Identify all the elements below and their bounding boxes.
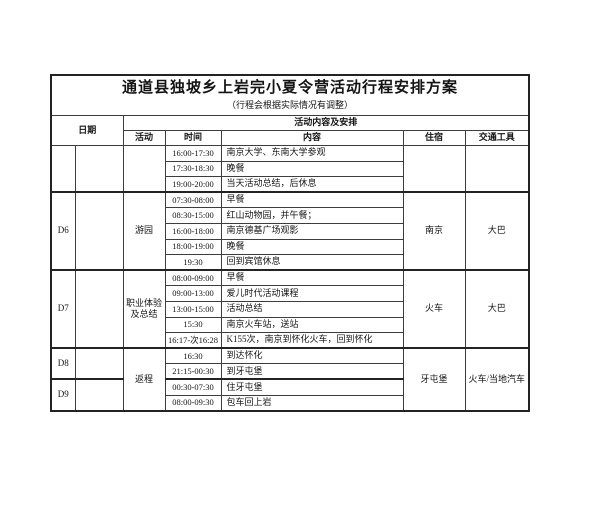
date-cell	[74, 378, 124, 412]
time-cell: 08:00-09:30	[164, 394, 222, 412]
day-cell: D6	[50, 191, 76, 271]
day-cell	[50, 145, 76, 193]
time-cell: 19:00-20:00	[164, 176, 222, 193]
time-cell: 08:00-09:00	[164, 269, 222, 287]
content-cell: 到达怀化	[220, 347, 404, 365]
transport-cell	[464, 145, 530, 193]
content-cell: K155次，南京到怀化火车，回到怀化	[220, 332, 404, 349]
content-cell: 回到宾馆休息	[220, 254, 404, 271]
time-cell: 16:17-次16:28	[164, 332, 222, 349]
header-row-1: 日期 活动内容及安排	[50, 115, 530, 146]
header-group: 活动内容及安排	[122, 115, 530, 131]
header-content: 内容	[220, 130, 404, 146]
content-cell: 南京大学、东南大学参观	[220, 145, 404, 162]
content-cell: 住牙屯堡	[220, 378, 404, 396]
content-cell: 活动总结	[220, 300, 404, 318]
content-cell: 包车回上岩	[220, 394, 404, 412]
schedule-row: 21:15-00:30 到牙屯堡	[51, 363, 529, 380]
itinerary-table: 通道县独坡乡上岩完小夏令营活动行程安排方案 （行程会根据实际情况有调整） 日期 …	[50, 74, 531, 412]
page-title: 通道县独坡乡上岩完小夏令营活动行程安排方案	[122, 80, 459, 97]
content-cell: 晚餐	[220, 160, 404, 178]
time-cell: 08:30-15:00	[164, 207, 222, 224]
time-cell: 09:00-13:00	[164, 285, 222, 302]
header-transport: 交通工具	[464, 130, 530, 146]
schedule-row: 16:00-17:30 南京大学、东南大学参观	[50, 145, 530, 193]
time-cell: 07:30-08:00	[164, 191, 222, 209]
schedule-row: 16:00-18:00 南京德基广场观影	[51, 222, 529, 240]
content-cell: 南京德基广场观影	[220, 222, 404, 240]
schedule-row: 19:00-20:00 当天活动总结，后休息	[51, 176, 529, 193]
lodging-cell	[402, 145, 466, 193]
activity-cell: 游园	[122, 191, 166, 271]
lodging-cell: 南京	[402, 191, 466, 271]
date-cell	[74, 269, 124, 349]
time-cell: 16:00-17:30	[164, 145, 222, 162]
content-cell: 早餐	[220, 269, 404, 287]
day-cell: D9	[50, 378, 76, 412]
content-cell: 到牙屯堡	[220, 363, 404, 380]
schedule-row: D8 返程 16:30 到达怀化 牙屯堡 火车/当地汽车	[50, 347, 530, 412]
activity-cell: 返程	[122, 347, 166, 412]
content-cell: 红山动物园，并午餐；	[220, 207, 404, 224]
time-cell: 21:15-00:30	[164, 363, 222, 380]
content-cell: 晚餐	[220, 238, 404, 256]
schedule-row: D6 游园 07:30-08:00 早餐 南京 大巴	[50, 191, 530, 271]
content-cell: 当天活动总结，后休息	[220, 176, 404, 193]
day-cell: D7	[50, 269, 76, 349]
date-cell	[74, 145, 124, 193]
transport-cell: 大巴	[464, 191, 530, 271]
schedule-row: D9 00:30-07:30 住牙屯堡	[50, 378, 529, 412]
time-cell: 18:00-19:00	[164, 238, 222, 256]
lodging-cell: 火车	[402, 269, 466, 349]
schedule-row: 19:30 回到宾馆休息	[51, 254, 529, 271]
schedule-row: D7 职业体验及总结 08:00-09:00 早餐 火车 大巴	[50, 269, 530, 349]
title-cell: 通道县独坡乡上岩完小夏令营活动行程安排方案 （行程会根据实际情况有调整）	[50, 74, 530, 116]
title-row: 通道县独坡乡上岩完小夏令营活动行程安排方案 （行程会根据实际情况有调整）	[50, 74, 530, 116]
header-lodging: 住宿	[402, 130, 466, 146]
content-cell: 爱儿时代活动课程	[220, 285, 404, 302]
header-activity: 活动	[122, 130, 166, 146]
header-row-2: 活动 时间 内容 住宿 交通工具	[51, 130, 530, 146]
time-cell: 16:30	[164, 347, 222, 365]
lodging-cell: 牙屯堡	[402, 347, 466, 412]
time-cell: 17:30-18:30	[164, 160, 222, 178]
time-cell: 15:30	[164, 316, 222, 334]
transport-cell: 大巴	[464, 269, 530, 349]
day-cell: D8	[50, 347, 76, 380]
header-time: 时间	[164, 130, 222, 146]
time-cell: 13:00-15:00	[164, 300, 222, 318]
content-cell: 南京火车站，送站	[220, 316, 404, 334]
time-cell: 16:00-18:00	[164, 222, 222, 240]
date-cell	[74, 347, 124, 380]
schedule-row: 13:00-15:00 活动总结	[51, 300, 529, 318]
activity-cell: 职业体验及总结	[122, 269, 166, 349]
schedule-row: 18:00-19:00 晚餐	[51, 238, 529, 256]
activity-cell	[122, 145, 166, 193]
schedule-row: 08:00-09:30 包车回上岩	[51, 394, 529, 412]
date-cell	[74, 191, 124, 271]
transport-cell: 火车/当地汽车	[464, 347, 530, 412]
time-cell: 00:30-07:30	[164, 378, 222, 396]
header-date: 日期	[50, 115, 124, 146]
time-cell: 19:30	[164, 254, 222, 271]
content-cell: 早餐	[220, 191, 404, 209]
page-subtitle: （行程会根据实际情况有调整）	[227, 99, 354, 110]
